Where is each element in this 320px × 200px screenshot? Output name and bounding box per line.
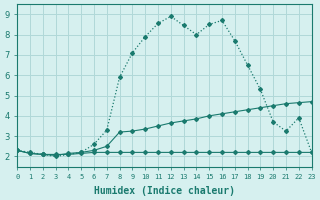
X-axis label: Humidex (Indice chaleur): Humidex (Indice chaleur)	[94, 186, 235, 196]
